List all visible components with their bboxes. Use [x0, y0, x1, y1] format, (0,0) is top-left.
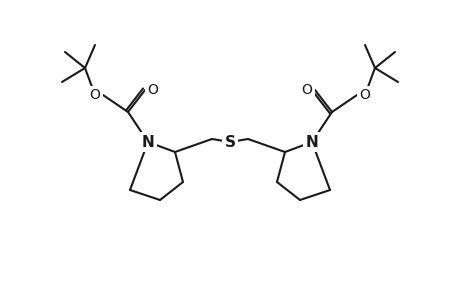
Text: O: O: [301, 83, 312, 97]
Text: O: O: [90, 88, 100, 102]
Text: S: S: [224, 134, 235, 149]
Text: N: N: [141, 134, 154, 149]
Text: O: O: [359, 88, 369, 102]
Text: O: O: [147, 83, 158, 97]
Text: N: N: [305, 134, 318, 149]
